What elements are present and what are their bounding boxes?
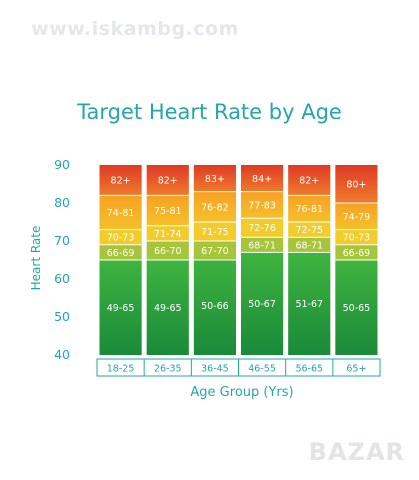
segment-label: 50-67 (248, 299, 276, 310)
bar-segment (288, 222, 331, 238)
bar-segment (241, 165, 284, 192)
bar-segment (99, 165, 142, 196)
y-axis-label: Heart Rate (29, 226, 43, 291)
y-tick-label: 80 (54, 195, 70, 210)
bar-segment (193, 191, 236, 222)
bar-group-36-45: 50-66 67-70 71-75 76-82 83+ (193, 165, 236, 355)
bar-segment (288, 252, 331, 355)
segment-label: 83+ (205, 174, 225, 185)
segment-label: 82+ (299, 176, 319, 187)
x-tick-label: 65+ (346, 364, 366, 375)
bar-segment (99, 229, 142, 245)
segment-label: 71-74 (154, 229, 182, 240)
segment-label: 76-81 (295, 204, 323, 215)
bar-group-18-25: 49-65 66-69 70-73 74-81 82+ (99, 165, 142, 355)
segment-label: 68-71 (248, 240, 276, 251)
bar-segment (335, 244, 378, 260)
bar-group-46-55: 50-67 68-71 72-76 77-83 84+ (241, 165, 284, 355)
bar-segment (335, 203, 378, 230)
bar-segment (99, 195, 142, 230)
bar-segment (241, 191, 284, 219)
bar-segment (99, 260, 142, 355)
bar-group-65+: 50-65 66-69 70-73 74-79 80+ (335, 165, 378, 355)
bar-segment (288, 165, 331, 196)
y-tick-label: 40 (54, 347, 70, 362)
segment-label: 74-79 (343, 212, 371, 223)
segment-label: 66-69 (107, 248, 135, 259)
segment-label: 75-81 (154, 206, 182, 217)
segment-label: 84+ (252, 174, 272, 185)
segment-label: 76-82 (201, 202, 229, 213)
bar-group-56-65: 51-67 68-71 72-75 76-81 82+ (288, 165, 331, 355)
segment-label: 72-75 (295, 225, 323, 236)
segment-label: 68-71 (295, 240, 323, 251)
segment-label: 51-67 (295, 299, 323, 310)
bar-segment (193, 241, 236, 260)
segment-label: 77-83 (248, 200, 276, 211)
y-tick-label: 90 (54, 157, 70, 172)
segment-label: 50-66 (201, 301, 229, 312)
segment-label: 70-73 (107, 233, 135, 244)
bar-segment (241, 237, 284, 253)
x-tick-label: 18-25 (107, 364, 135, 375)
y-tick-label: 70 (54, 233, 70, 248)
x-axis-label: Age Group (Yrs) (190, 385, 293, 400)
bar-segment (241, 218, 284, 238)
bar-segment (193, 222, 236, 241)
watermark-url: www.iskambg.com (31, 18, 239, 40)
segment-label: 74-81 (107, 208, 135, 219)
bar-segment (288, 195, 331, 222)
bar-segment (99, 244, 142, 260)
bar-segment (241, 252, 284, 355)
bar-segment (335, 165, 378, 203)
bar-segment (193, 256, 236, 355)
segment-label: 80+ (346, 180, 366, 191)
watermark-logo: BAZAR (308, 438, 405, 466)
segment-label: 50-65 (343, 303, 371, 314)
bar-segment (193, 165, 236, 192)
bar-segment (146, 241, 189, 260)
segment-label: 66-70 (154, 246, 182, 257)
segment-label: 71-75 (201, 227, 229, 238)
segment-label: 82+ (111, 176, 131, 187)
segment-label: 67-70 (201, 246, 229, 257)
bar-segment (146, 260, 189, 355)
segment-label: 72-76 (248, 223, 276, 234)
x-tick-label: 46-55 (248, 364, 276, 375)
chart-title: Target Heart Rate by Age (77, 100, 342, 124)
x-tick-label: 26-35 (154, 364, 182, 375)
x-tick-label: 56-65 (295, 364, 323, 375)
segment-label: 49-65 (107, 303, 135, 314)
x-tick-label: 36-45 (201, 364, 229, 375)
segment-label: 66-69 (343, 248, 371, 259)
bar-segment (146, 165, 189, 196)
y-tick-label: 50 (54, 309, 70, 324)
segment-label: 82+ (158, 176, 178, 187)
bar-segment (335, 229, 378, 245)
bar-segment (146, 195, 189, 226)
bar-segment (146, 225, 189, 241)
bar-segment (335, 260, 378, 355)
segment-label: 49-65 (154, 303, 182, 314)
bar-segment (288, 237, 331, 253)
bar-group-26-35: 49-65 66-70 71-74 75-81 82+ (146, 165, 189, 355)
y-tick-label: 60 (54, 271, 70, 286)
segment-label: 70-73 (343, 233, 371, 244)
